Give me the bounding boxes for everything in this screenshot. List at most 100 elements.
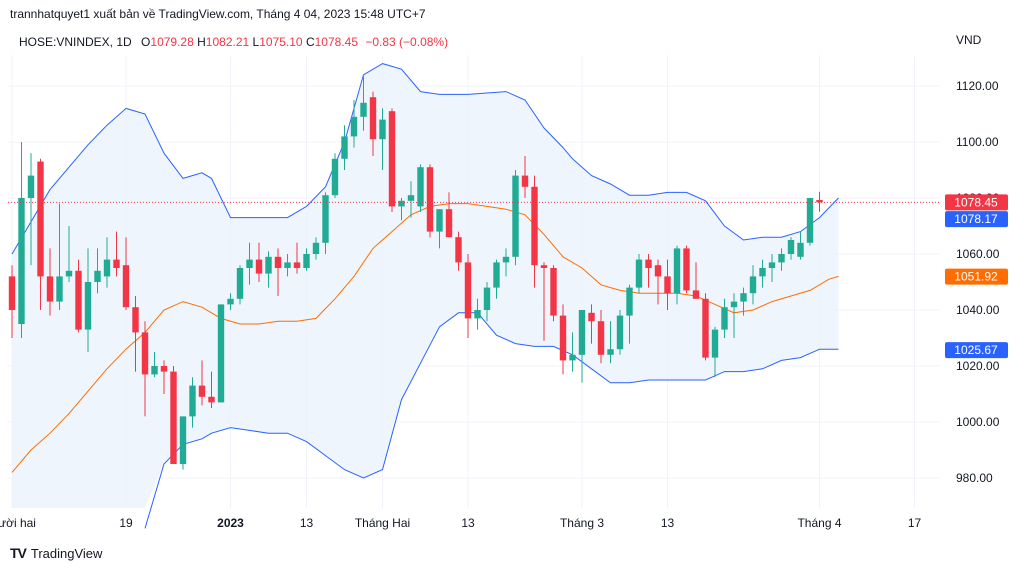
candle [607,321,614,364]
candle [436,209,443,249]
candle [56,203,63,310]
time-tick-label: 13 [300,516,314,530]
candle [331,153,339,198]
candle [398,198,405,221]
candle-body [331,158,339,196]
candle-body [255,259,263,274]
candle [170,366,177,464]
candle [531,175,538,288]
candle [265,251,272,288]
price-tick-label: 980.00 [956,471,993,485]
candle-body [398,200,405,207]
candle [455,231,462,271]
candle-body [540,265,548,268]
candle-body [711,329,719,358]
price-axis[interactable]: 980.001000.001020.001040.001060.001080.0… [956,79,1000,485]
candle [18,142,25,338]
candle-body [293,262,301,268]
symbol-label[interactable]: HOSE:VNINDEX, 1D [19,35,132,49]
price-label: 1051.92 [945,268,1008,285]
candle [645,254,652,288]
price-label-text: 1051.92 [954,270,998,284]
brand-name: TradingView [30,545,103,561]
candle-body [740,293,747,302]
close-value: 1078.45 [314,35,359,49]
candle-body [483,287,491,310]
candle-body [493,262,500,288]
candle [740,287,747,316]
candle [616,310,624,355]
candle [626,284,633,344]
candle [578,310,586,383]
candle-body [673,248,681,294]
candle-body [455,237,462,263]
candle-body [132,307,139,333]
price-label: 1078.17 [945,211,1008,228]
price-tick-label: 1060.00 [956,247,1000,261]
candle [692,262,700,299]
candle-body [56,276,63,302]
candle-body [569,354,576,361]
candle [388,108,396,212]
candle [474,298,481,330]
candle [721,298,728,338]
candle-body [816,200,823,203]
candle-body [521,175,529,187]
open-value: 1079.28 [150,35,194,49]
low-label: L [252,35,260,49]
candle-body [702,298,709,358]
candle-body [350,116,358,137]
candle-body [37,161,44,277]
footer-brand[interactable]: TV TradingView [10,545,102,561]
candle [360,74,367,131]
candle-body [550,268,557,316]
candle [635,254,643,294]
candle [293,242,301,274]
candle-body [151,366,158,375]
currency-label: VND [956,33,982,47]
candle [246,242,253,285]
candle [778,248,785,271]
candle [749,265,757,305]
candle [369,91,377,156]
high-value: 1082.21 [205,35,250,49]
candle-body [616,315,624,350]
candle-body [208,396,215,403]
price-label-text: 1078.45 [954,195,998,209]
candle-body [27,175,35,198]
candle [8,265,16,338]
candle [341,125,348,170]
candle-body [664,276,671,294]
candle [464,254,472,338]
candle-body [312,242,320,254]
candle [797,231,804,260]
time-tick-label: Mười hai [0,516,36,530]
tradingview-logo-icon: TV [10,545,27,561]
candle [445,192,453,238]
candle-body [426,167,434,232]
candle [132,296,139,372]
candle-body [759,268,766,277]
candle-body [806,198,814,243]
price-tick-label: 1020.00 [956,359,1000,373]
candle-body [322,195,329,243]
candle-body [531,186,538,266]
price-tick-label: 1100.00 [956,135,999,149]
candle [702,293,709,361]
time-axis[interactable]: Mười hai 19 2023 13 Tháng Hai 13 Tháng 3 13 Thán… [0,516,921,530]
candle-body [265,256,272,274]
price-tick-label: 1120.00 [956,79,999,93]
publisher-info: trannhatquyet1 xuất bản về TradingView.c… [10,7,426,21]
price-tick-label: 1040.00 [956,303,1000,317]
candle [113,231,120,277]
candle [559,304,567,375]
price-label-box [945,194,1008,211]
candle-body [445,209,453,238]
candle-body [179,416,187,464]
upper-band-line [11,63,839,255]
candle [255,242,263,282]
time-tick-label: 13 [461,516,475,530]
candle-body [189,385,196,417]
ohlc-legend: HOSE:VNINDEX, 1D O1079.28 H1082.21 L1075… [19,35,448,49]
